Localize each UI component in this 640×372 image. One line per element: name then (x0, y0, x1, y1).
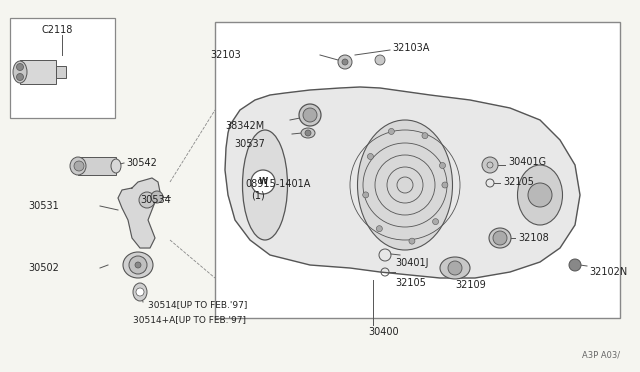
Circle shape (528, 183, 552, 207)
Bar (215, 22, 620, 318)
Polygon shape (118, 178, 160, 248)
Circle shape (482, 157, 498, 173)
Text: 30400: 30400 (368, 327, 399, 337)
Polygon shape (225, 87, 580, 278)
Text: 30531: 30531 (28, 201, 59, 211)
Circle shape (129, 256, 147, 274)
Ellipse shape (111, 159, 121, 173)
Text: 32108: 32108 (518, 233, 548, 243)
Text: 30514+A[UP TO FEB.'97]: 30514+A[UP TO FEB.'97] (133, 315, 246, 324)
Circle shape (448, 261, 462, 275)
Text: 32105: 32105 (503, 177, 534, 187)
Circle shape (440, 163, 445, 169)
Text: 30502: 30502 (28, 263, 59, 273)
Ellipse shape (13, 61, 27, 83)
Ellipse shape (518, 165, 563, 225)
Text: 08915-1401A: 08915-1401A (245, 179, 310, 189)
Text: 30542: 30542 (126, 158, 157, 168)
Circle shape (442, 182, 448, 188)
Ellipse shape (299, 104, 321, 126)
Bar (56, 66, 66, 78)
Circle shape (303, 108, 317, 122)
Circle shape (375, 55, 385, 65)
Text: C2118: C2118 (42, 25, 74, 35)
Circle shape (422, 133, 428, 139)
Circle shape (338, 55, 352, 69)
Circle shape (376, 226, 382, 232)
Ellipse shape (243, 130, 287, 240)
Text: 32103: 32103 (210, 50, 241, 60)
Circle shape (17, 74, 24, 80)
Circle shape (363, 192, 369, 198)
Text: 32102N: 32102N (589, 267, 627, 277)
Ellipse shape (133, 283, 147, 301)
Text: 30514[UP TO FEB.'97]: 30514[UP TO FEB.'97] (148, 301, 248, 310)
Circle shape (151, 191, 163, 203)
Text: A3P A03/: A3P A03/ (582, 351, 620, 360)
Ellipse shape (358, 120, 452, 250)
Text: 30537: 30537 (234, 139, 265, 149)
Ellipse shape (489, 228, 511, 248)
Text: 30401G: 30401G (508, 157, 546, 167)
Text: 30534: 30534 (140, 195, 171, 205)
Text: 32109: 32109 (455, 280, 486, 290)
Ellipse shape (123, 252, 153, 278)
Circle shape (342, 59, 348, 65)
Ellipse shape (70, 157, 86, 175)
Circle shape (367, 154, 374, 160)
Circle shape (74, 161, 84, 171)
Circle shape (135, 262, 141, 268)
Circle shape (569, 259, 581, 271)
Text: 32103A: 32103A (392, 43, 429, 53)
Bar (20, 60, 56, 84)
Circle shape (139, 192, 155, 208)
Ellipse shape (301, 128, 315, 138)
Bar (78, 157, 116, 175)
Circle shape (388, 128, 394, 134)
Circle shape (251, 170, 275, 194)
Text: (1): (1) (251, 191, 265, 201)
Bar (10, 18, 115, 118)
Circle shape (433, 219, 438, 225)
Text: 30401J: 30401J (395, 258, 429, 268)
Circle shape (493, 231, 507, 245)
Text: 38342M: 38342M (225, 121, 264, 131)
Text: 32105: 32105 (395, 278, 426, 288)
Circle shape (17, 64, 24, 71)
Circle shape (409, 238, 415, 244)
Circle shape (136, 288, 144, 296)
Ellipse shape (440, 257, 470, 279)
Circle shape (305, 130, 311, 136)
Text: W: W (259, 177, 268, 186)
